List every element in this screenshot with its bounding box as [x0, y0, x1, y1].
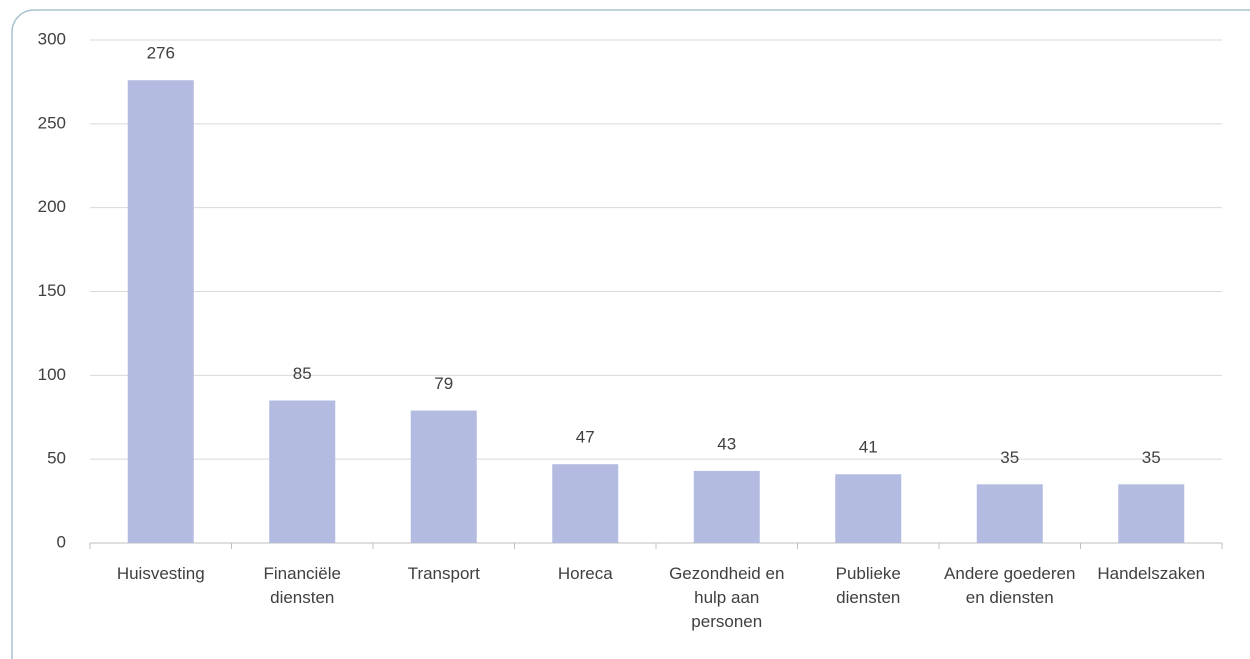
- data-label: 276: [147, 44, 175, 63]
- bar: [127, 80, 194, 544]
- bar: [410, 410, 477, 543]
- y-tick-label: 150: [38, 281, 66, 300]
- data-label: 41: [859, 438, 878, 457]
- chart-border: [11, 9, 1250, 659]
- x-tick-label: Horeca: [557, 564, 613, 583]
- x-tick-label: Publieke diensten: [835, 564, 901, 607]
- data-label: 35: [1000, 448, 1019, 467]
- data-label: 47: [576, 428, 595, 447]
- y-tick-label: 200: [38, 197, 66, 216]
- x-tick-label: Andere goederen en diensten: [944, 564, 1076, 607]
- x-tick-label: Huisvesting: [116, 564, 205, 583]
- bar: [976, 484, 1043, 543]
- data-label: 43: [717, 434, 736, 453]
- bar: [552, 464, 619, 543]
- y-tick-label: 300: [38, 29, 66, 48]
- x-tick-label: Financiële diensten: [263, 564, 342, 607]
- y-tick-label: 50: [47, 449, 66, 468]
- data-label: 85: [293, 364, 312, 383]
- x-tick-label: Transport: [407, 564, 480, 583]
- data-label: 35: [1142, 448, 1161, 467]
- bar: [693, 470, 760, 543]
- x-tick-label: Gezondheid en hulp aan personen: [669, 564, 785, 631]
- x-tick-label: Handelszaken: [1097, 564, 1206, 583]
- y-tick-label: 100: [38, 365, 66, 384]
- y-tick-label: 0: [57, 532, 66, 551]
- y-tick-label: 250: [38, 113, 66, 132]
- bar: [1118, 484, 1185, 543]
- bar: [269, 400, 336, 543]
- data-label: 79: [434, 374, 453, 393]
- bar: [835, 474, 902, 543]
